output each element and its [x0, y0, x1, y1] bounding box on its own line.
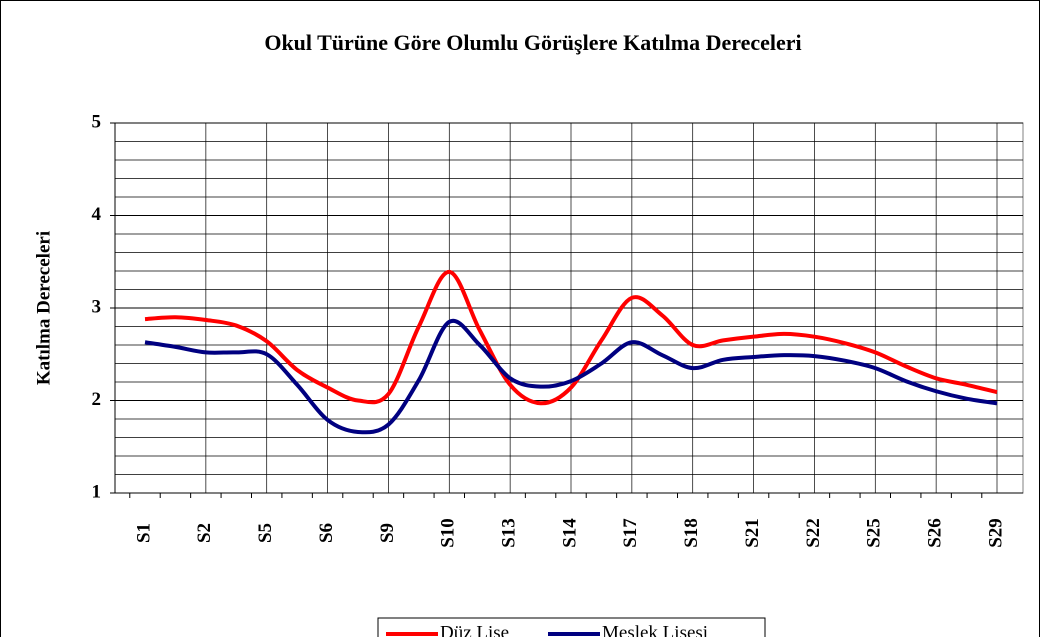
chart-title: Okul Türüne Göre Olumlu Görüşlere Katılm…	[264, 30, 801, 55]
x-tick-label: S14	[559, 518, 580, 548]
y-tick-label: 3	[92, 296, 102, 317]
series-line	[144, 318, 998, 435]
y-tick-label: 1	[92, 481, 102, 502]
x-tick-label: S5	[255, 523, 276, 543]
x-tick-label: S2	[194, 523, 215, 543]
x-tick-label: S9	[377, 523, 398, 543]
x-tick-label: S29	[985, 518, 1006, 548]
x-tick-label: S6	[316, 523, 337, 543]
x-tick-label: S26	[925, 518, 946, 548]
legend-box	[377, 617, 766, 637]
y-tick-label: 5	[92, 111, 102, 132]
x-tick-label: S22	[803, 518, 824, 548]
y-axis-label: Katılma Dereceleri	[33, 231, 54, 385]
x-tick-label: S10	[438, 518, 459, 548]
y-tick-label: 2	[92, 389, 102, 410]
y-tick-label: 4	[92, 204, 102, 225]
x-tick-label: S25	[864, 518, 885, 548]
x-tick-label: S13	[499, 518, 520, 548]
series-line	[144, 269, 998, 406]
legend-label: Düz Lise	[440, 622, 509, 637]
legend-label: Meslek Lisesi	[602, 622, 708, 637]
x-tick-label: S1	[133, 523, 154, 543]
x-tick-label: S21	[742, 518, 763, 548]
x-tick-label: S18	[681, 518, 702, 548]
x-tick-label: S17	[620, 518, 641, 548]
